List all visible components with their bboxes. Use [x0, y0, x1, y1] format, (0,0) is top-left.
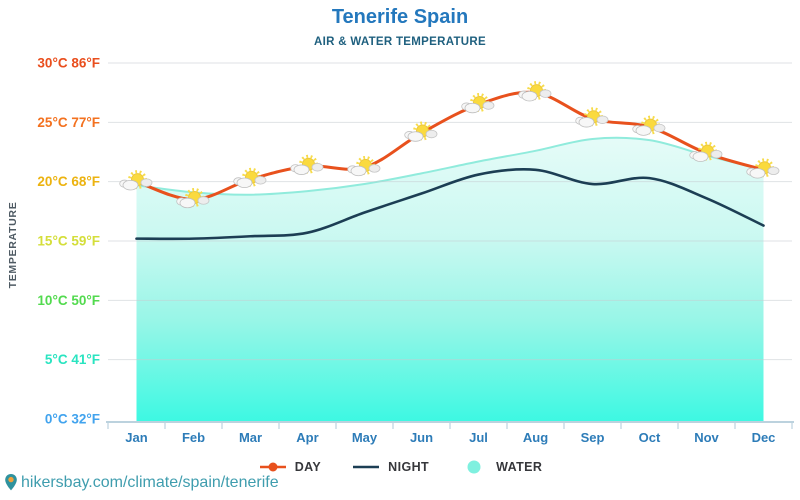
legend-item-water[interactable]: WATER: [459, 459, 542, 475]
x-tick-label-sep: Sep: [581, 430, 605, 445]
x-tick-label-jul: Jul: [469, 430, 488, 445]
y-tick-label-10c: 10°C 50°F: [37, 293, 100, 308]
legend-label-night: NIGHT: [388, 460, 430, 474]
sun-behind-cloud-icon-apr: [290, 154, 324, 175]
legend-label-day: DAY: [294, 460, 322, 474]
chart-legend: DAY NIGHT WATER: [0, 459, 800, 475]
water-area-edge: [136, 136, 764, 196]
x-tick-label-feb: Feb: [182, 430, 205, 445]
sun-behind-cloud-icon-dec: [746, 158, 780, 179]
sun-behind-cloud-icon-may: [347, 155, 381, 177]
y-tick-label-20c: 20°C 68°F: [37, 174, 100, 189]
sun-behind-cloud-icon-jun: [404, 121, 438, 142]
y-tick-label-5c: 5°C 41°F: [45, 352, 100, 367]
sun-behind-cloud-icon-feb: [176, 187, 210, 209]
legend-label-water: WATER: [496, 460, 543, 474]
chart-subtitle: AIR & WATER TEMPERATURE: [314, 36, 486, 48]
location-pin-icon: [5, 474, 17, 491]
y-tick-label-0c: 0°C 32°F: [45, 412, 100, 427]
sun-behind-cloud-icon-mar: [233, 167, 267, 188]
sun-behind-cloud-icon-jul: [461, 93, 495, 114]
legend-item-night[interactable]: NIGHT: [351, 459, 429, 475]
x-tick-label-jun: Jun: [410, 430, 433, 445]
day-legend-marker: [259, 462, 286, 472]
sun-behind-cloud-icon-aug: [518, 81, 552, 102]
sun-behind-cloud-icon-sep: [575, 107, 609, 128]
x-tick-label-oct: Oct: [639, 430, 661, 445]
x-tick-label-nov: Nov: [694, 430, 719, 445]
x-tick-label-apr: Apr: [296, 430, 318, 445]
y-tick-label-30c: 30°C 86°F: [37, 56, 100, 71]
legend-item-day[interactable]: DAY: [258, 459, 321, 475]
x-tick-label-mar: Mar: [239, 430, 262, 445]
night-legend-marker: [353, 465, 380, 469]
sun-behind-cloud-icon-oct: [632, 115, 666, 136]
page-title: Tenerife Spain: [331, 6, 469, 28]
temperature-chart: 30°C 86°F 25°C 77°F 20°C 68°F 15°C 59°F 10°C…: [37, 56, 794, 445]
x-tick-label-may: May: [352, 430, 378, 445]
x-tick-label-jan: Jan: [125, 430, 147, 445]
y-tick-label-25c: 25°C 77°F: [37, 115, 100, 130]
water-legend-marker: [467, 460, 481, 474]
water-area: [136, 137, 764, 421]
sun-behind-cloud-icon-nov: [689, 141, 723, 162]
y-tick-label-15c: 15°C 59°F: [37, 234, 100, 249]
sun-behind-cloud-icon-jan: [119, 170, 153, 191]
night-line: [135, 168, 765, 241]
site-footer: hikersbay.com/climate/spain/tenerife: [4, 473, 279, 492]
x-tick-label-aug: Aug: [523, 430, 548, 445]
site-url[interactable]: hikersbay.com/climate/spain/tenerife: [21, 473, 279, 491]
x-tick-label-dec: Dec: [752, 430, 776, 445]
